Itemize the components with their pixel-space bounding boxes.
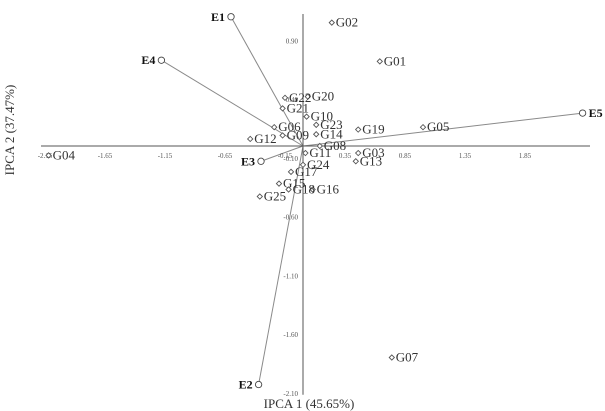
environment-label-e5: E5: [589, 106, 603, 120]
y-tick-label: -2.10: [283, 390, 298, 398]
x-tick-label: 0.35: [339, 152, 352, 160]
genotype-label-g19: G19: [362, 122, 384, 137]
genotype-marker-g14: [312, 131, 320, 138]
environment-vector-e5: [302, 112, 583, 147]
genotype-label-g12: G12: [254, 131, 276, 146]
y-tick-label: 0.40: [286, 96, 299, 104]
genotype-marker-g22: [281, 94, 289, 102]
genotype-marker-g06: [270, 123, 278, 131]
genotype-marker-g15: [275, 180, 283, 187]
genotype-label-g04: G04: [53, 147, 76, 162]
genotype-marker-g02: [328, 19, 336, 26]
x-tick-label: -1.65: [98, 152, 113, 160]
genotype-label-g24: G24: [307, 157, 330, 172]
genotype-marker-g08: [316, 142, 324, 150]
genotype-label-g03: G03: [362, 145, 384, 160]
x-tick-label: 1.85: [519, 152, 532, 160]
genotype-label-g20: G20: [312, 89, 334, 104]
genotype-label-g08: G08: [324, 138, 346, 153]
environment-points: E1 E2 E3 E4 E5: [141, 10, 602, 392]
genotype-label-g01: G01: [384, 53, 406, 68]
y-tick-label: -1.10: [283, 272, 298, 280]
genotype-marker-g19: [354, 126, 362, 133]
y-axis-label: IPCA 2 (37.47%): [2, 85, 17, 176]
genotype-label-g17: G17: [295, 164, 318, 179]
environment-label-e2: E2: [239, 378, 253, 392]
environment-marker-e1: [227, 13, 235, 21]
environment-vector-e1: [230, 16, 304, 147]
x-tick-label: -0.65: [218, 152, 233, 160]
environment-vectors: [161, 16, 583, 385]
genotype-marker-g10: [303, 113, 310, 120]
genotype-label-g13: G13: [360, 153, 382, 168]
x-tick-label: 1.35: [459, 152, 472, 160]
environment-vector-e3: [260, 145, 304, 162]
x-axis-label: IPCA 1 (45.65%): [264, 396, 355, 411]
genotype-marker-g04: [45, 152, 52, 159]
x-tick-labels: -2.15 -1.65 -1.15 -0.65 -0.15 0.35 0.85 1.35 1.8…: [38, 152, 532, 160]
genotype-marker-g13: [352, 158, 360, 165]
axes: [41, 14, 590, 395]
genotype-marker-g21: [279, 105, 286, 112]
genotype-label-g09: G09: [287, 127, 309, 142]
x-tick-label: -0.15: [278, 152, 293, 160]
genotype-label-g21: G21: [287, 100, 309, 115]
genotype-label-g18: G18: [293, 181, 315, 196]
environment-label-e1: E1: [211, 10, 225, 24]
environment-vector-e4: [161, 59, 304, 147]
genotype-marker-g12: [246, 135, 254, 143]
environment-marker-e4: [157, 56, 166, 64]
genotype-label-g11: G11: [309, 145, 331, 160]
y-tick-label: 0.90: [286, 37, 299, 45]
genotype-label-g23: G23: [320, 117, 342, 132]
y-tick-label: -0.10: [283, 155, 298, 163]
genotype-marker-g11: [302, 149, 309, 157]
genotype-label-g25: G25: [264, 189, 286, 204]
x-tick-label: -1.15: [158, 152, 173, 160]
genotype-marker-g05: [419, 123, 427, 131]
genotype-label-g05: G05: [427, 119, 449, 134]
genotype-label-g14: G14: [320, 126, 343, 141]
environment-vector-e2: [258, 145, 304, 385]
genotype-marker-g03: [354, 149, 362, 157]
environment-marker-e5: [578, 109, 587, 117]
y-tick-labels: 0.90 0.40 -0.10 -0.60 -1.10 -1.60 -2.10: [283, 37, 298, 398]
genotype-marker-g16: [309, 186, 316, 193]
environment-label-e4: E4: [141, 53, 155, 67]
genotype-label-g16: G16: [317, 181, 340, 196]
y-tick-label: -1.60: [283, 331, 298, 339]
genotype-marker-g18: [285, 186, 292, 193]
y-tick-label: -0.60: [283, 214, 298, 222]
genotype-marker-g20: [304, 93, 312, 100]
x-tick-label: 0.85: [399, 152, 412, 160]
genotype-label-g10: G10: [311, 109, 333, 124]
genotype-marker-g09: [279, 132, 286, 139]
environment-label-e3: E3: [241, 154, 255, 168]
environment-marker-e3: [257, 157, 265, 165]
genotype-label-g22: G22: [289, 90, 311, 105]
genotype-marker-g25: [256, 193, 264, 200]
genotype-marker-g01: [376, 58, 384, 65]
genotype-label-g07: G07: [396, 350, 419, 365]
environment-marker-e2: [254, 380, 263, 389]
genotype-marker-g23: [312, 121, 320, 129]
genotype-label-g06: G06: [278, 119, 301, 134]
genotype-marker-g24: [299, 161, 307, 169]
x-tick-label: -2.15: [38, 152, 53, 160]
genotype-marker-g07: [388, 354, 396, 361]
genotype-marker-g17: [287, 168, 295, 176]
genotype-label-g02: G02: [336, 15, 358, 30]
